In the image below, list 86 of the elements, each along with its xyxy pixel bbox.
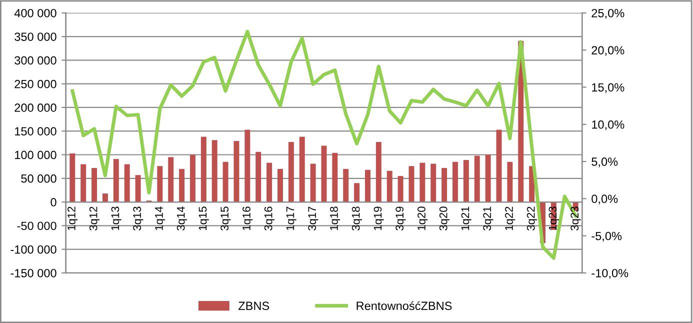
y-tick-label: 200 000 xyxy=(14,104,56,112)
bar xyxy=(244,130,250,202)
bar xyxy=(200,136,206,202)
bar xyxy=(80,164,86,202)
bar xyxy=(168,157,174,202)
x-tick-label: 3q19 xyxy=(396,206,406,230)
y2-tick-label: -5,0% xyxy=(592,232,622,242)
x-tick-label: 3q12 xyxy=(89,206,100,230)
x-tick-label: 3q16 xyxy=(264,206,274,230)
bar xyxy=(102,194,108,202)
x-tick-label: 1q20 xyxy=(418,206,428,230)
bar xyxy=(496,130,502,202)
y2-tick-label: -10,0% xyxy=(592,268,628,279)
bar xyxy=(452,162,458,202)
bar xyxy=(364,170,370,202)
bar xyxy=(442,168,448,202)
y-tick-label: -50 000 xyxy=(17,222,56,230)
y-tick-label: 250 000 xyxy=(14,80,56,88)
y2-tick-label: 25,0% xyxy=(592,8,624,19)
x-tick-label: 1q21 xyxy=(461,206,472,230)
bar xyxy=(288,142,294,202)
bar xyxy=(266,162,272,202)
y2-tick-label: 15,0% xyxy=(592,83,624,93)
bar xyxy=(135,175,141,202)
bar xyxy=(420,162,426,202)
x-tick-label: 1q15 xyxy=(198,206,209,230)
bar xyxy=(124,164,130,202)
x-tick-label: 3q23 xyxy=(570,206,581,230)
x-tick-label: 3q13 xyxy=(133,206,144,230)
bar xyxy=(376,142,382,202)
legend-label: ZBNS xyxy=(238,302,270,310)
y-tick-label: 400 000 xyxy=(14,8,56,18)
bar xyxy=(398,176,404,202)
x-tick-label: 1q17 xyxy=(286,206,296,230)
x-tick-label: 1q19 xyxy=(374,206,384,230)
x-tick-label: 3q22 xyxy=(526,206,537,230)
bar xyxy=(332,152,338,202)
bar xyxy=(179,168,185,202)
bar xyxy=(212,140,218,202)
bar xyxy=(157,166,163,202)
x-tick-label: 1q18 xyxy=(330,206,340,230)
bar xyxy=(277,168,283,202)
y-tick-label: 150 000 xyxy=(15,127,56,136)
x-tick-label: 1q23 xyxy=(548,206,559,230)
y-tick-label: 50 000 xyxy=(21,174,56,183)
bar xyxy=(430,164,436,202)
y2-tick-label: 20,0% xyxy=(592,46,624,56)
x-tick-label: 1q13 xyxy=(111,206,122,230)
y-tick-label: -100 000 xyxy=(10,245,56,254)
bar xyxy=(354,183,360,202)
x-tick-label: 1q16 xyxy=(242,206,253,230)
bar xyxy=(310,164,316,202)
y-tick-label: 300 000 xyxy=(14,56,56,65)
bar xyxy=(321,146,327,202)
bar xyxy=(386,170,392,202)
bar xyxy=(70,153,76,202)
bar xyxy=(234,141,240,202)
legend-label: RentownośćZBNS xyxy=(356,301,452,310)
bar xyxy=(507,162,513,202)
bar xyxy=(92,168,98,202)
x-tick-label: 3q14 xyxy=(176,206,187,230)
bar xyxy=(113,159,119,202)
bar xyxy=(408,166,414,202)
x-tick-label: 1q22 xyxy=(505,206,516,230)
y-tick-label: 0 xyxy=(50,198,56,206)
bar xyxy=(485,154,491,202)
y2-tick-label: 5,0% xyxy=(592,158,618,168)
y2-tick-label: 10,0% xyxy=(592,120,624,130)
bar xyxy=(256,152,262,202)
x-tick-label: 3q15 xyxy=(220,206,231,230)
y-tick-label: 350 000 xyxy=(14,32,56,41)
x-tick-label: 3q17 xyxy=(308,206,318,230)
y-tick-label: -150 000 xyxy=(10,268,56,278)
x-tick-label: 3q21 xyxy=(483,206,494,230)
bar xyxy=(222,162,228,202)
bar xyxy=(190,154,196,202)
x-tick-label: 1q12 xyxy=(68,206,78,230)
x-tick-label: 3q18 xyxy=(352,206,362,230)
bar xyxy=(463,160,469,202)
bar xyxy=(343,168,349,202)
bar xyxy=(299,136,305,202)
x-tick-label: 3q20 xyxy=(439,206,450,230)
y-tick-label: 100 000 xyxy=(15,150,56,160)
y2-tick-label: 0,0% xyxy=(592,194,618,204)
bar xyxy=(474,156,480,202)
x-tick-label: 1q14 xyxy=(155,206,166,230)
